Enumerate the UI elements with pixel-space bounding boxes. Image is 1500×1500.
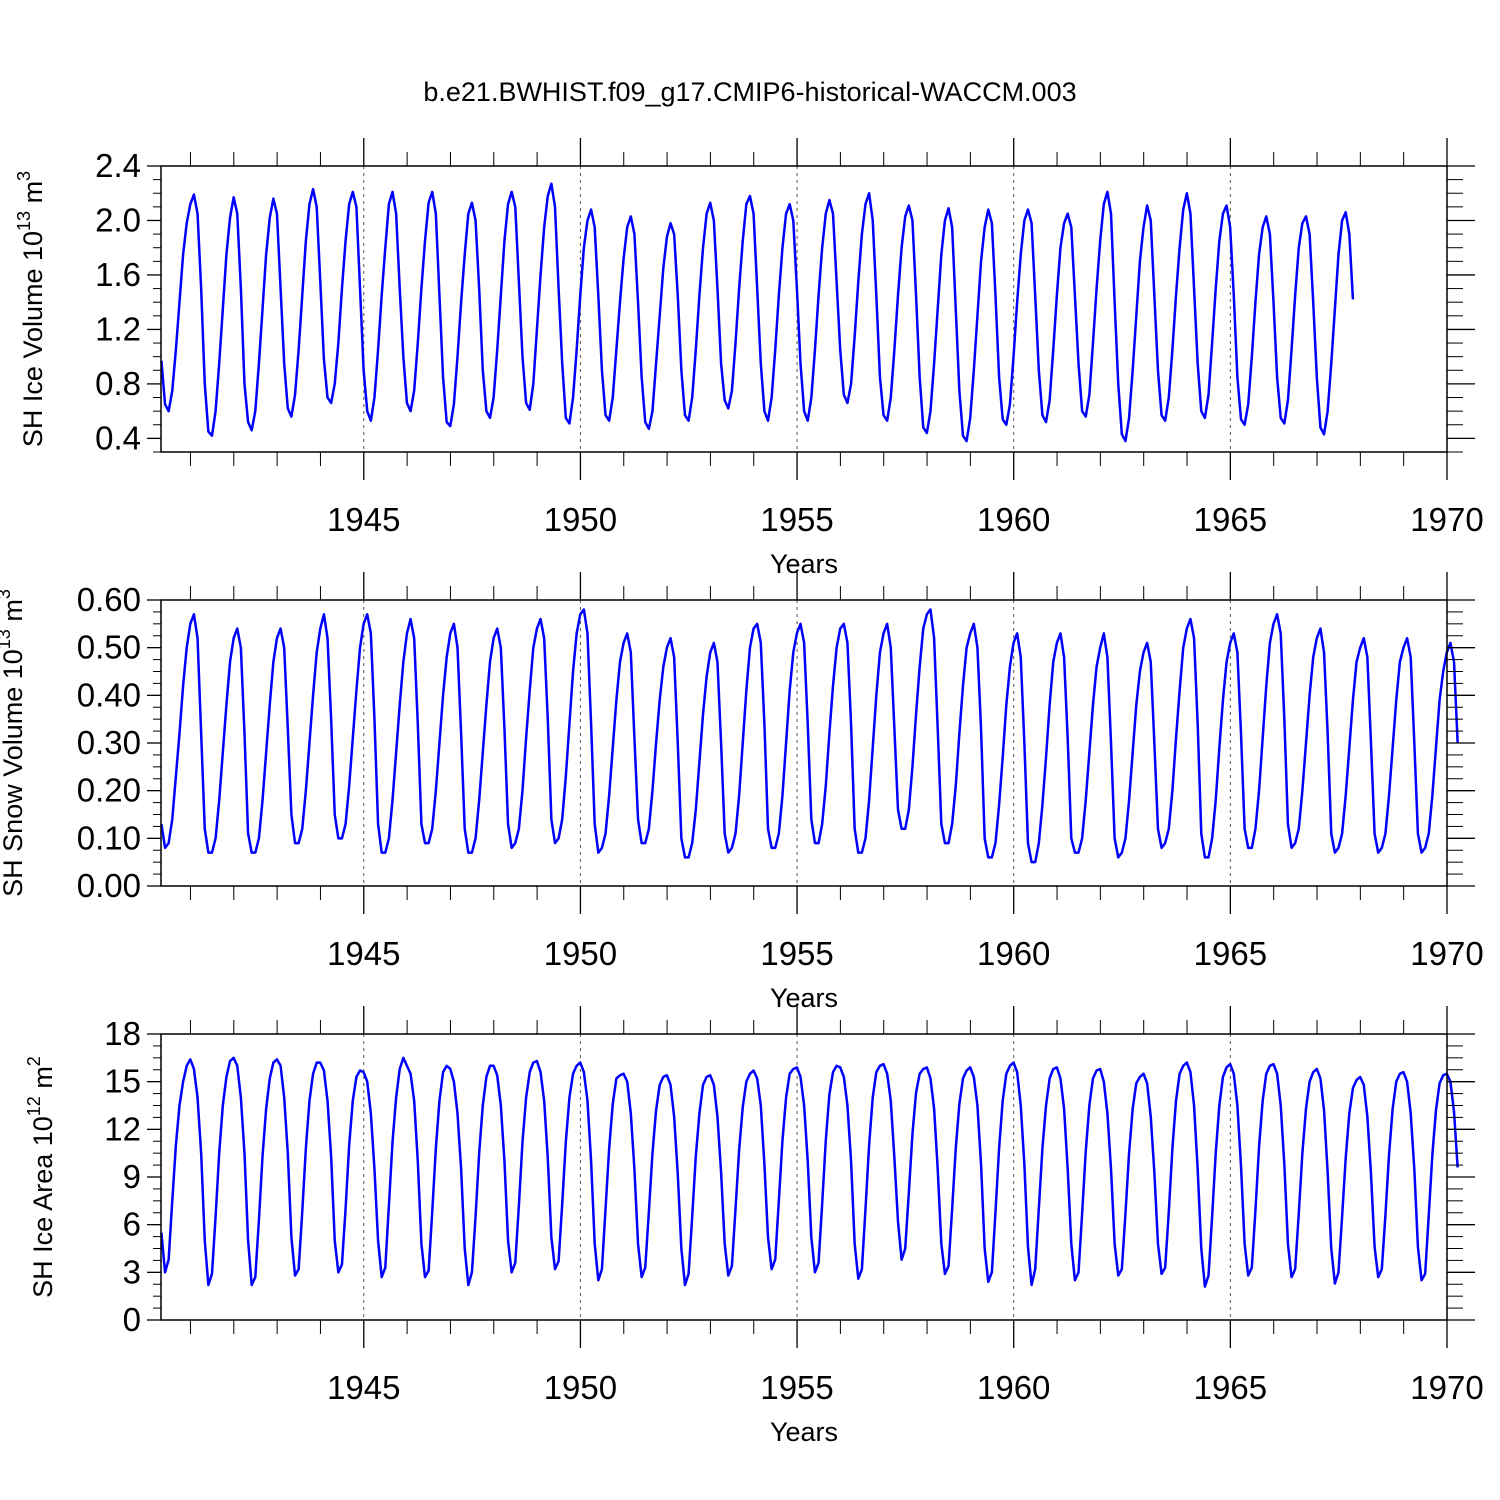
x-axis-label: Years: [770, 983, 838, 1013]
y-tick-label: 0.50: [77, 629, 141, 666]
y-tick-label: 6: [123, 1206, 141, 1243]
x-tick-label: 1970: [1410, 1369, 1483, 1406]
x-tick-label: 1955: [760, 1369, 833, 1406]
plot-frame: [160, 1033, 1448, 1321]
series-line-snow-volume: [160, 608, 1459, 864]
x-tick-label: 1945: [327, 1369, 400, 1406]
x-tick-label: 1955: [760, 501, 833, 538]
x-tick-label: 1960: [977, 1369, 1050, 1406]
x-tick-label: 1945: [327, 935, 400, 972]
y-tick-label: 18: [104, 1015, 141, 1052]
x-tick-label: 1945: [327, 501, 400, 538]
y-tick-label: 15: [104, 1063, 141, 1100]
y-tick-label: 1.6: [95, 256, 141, 293]
y-axis-label: SH Ice Volume 1013 m3: [14, 171, 48, 447]
y-tick-label: 2.4: [95, 147, 141, 184]
x-tick-label: 1960: [977, 935, 1050, 972]
x-tick-label: 1950: [544, 1369, 617, 1406]
x-tick-label: 1960: [977, 501, 1050, 538]
x-axis-label: Years: [770, 549, 838, 579]
y-axis-label: SH Ice Area 1012 m2: [24, 1056, 58, 1298]
x-tick-label: 1970: [1410, 935, 1483, 972]
y-tick-label: 2.0: [95, 201, 141, 238]
chart-panel-ice-volume: 0.4 0.8 1.2 1.6 2.0 2.4 1945 1950 1955 1960 1965 19…: [14, 138, 1484, 579]
y-tick-label: 9: [123, 1158, 141, 1195]
series-line-ice-area: [160, 1056, 1459, 1288]
x-tick-label: 1965: [1194, 1369, 1267, 1406]
chart-panel-snow-volume: 0.00 0.10 0.20 0.30 0.40 0.50 0.60 1945 1950 1955…: [0, 572, 1484, 1013]
y-tick-label: 3: [123, 1253, 141, 1290]
x-tick-label: 1965: [1194, 935, 1267, 972]
y-axis-label: SH Snow Volume 1013 m3: [0, 589, 28, 897]
series-line-ice-volume: [160, 182, 1355, 443]
x-tick-label: 1950: [544, 935, 617, 972]
y-tick-label: 0: [123, 1301, 141, 1338]
y-tick-label: 0.8: [95, 365, 141, 402]
y-tick-label: 0.4: [95, 419, 141, 456]
y-tick-label: 0.10: [77, 819, 141, 856]
figure-title: b.e21.BWHIST.f09_g17.CMIP6-historical-WA…: [423, 77, 1076, 107]
y-tick-label: 0.20: [77, 772, 141, 809]
plot-frame: [160, 165, 1448, 453]
x-tick-label: 1965: [1194, 501, 1267, 538]
x-tick-label: 1970: [1410, 501, 1483, 538]
y-tick-label: 0.00: [77, 867, 141, 904]
chart-panel-ice-area: 0 3 6 9 12 15 18 1945 1950 1955 1960 1965 1970 Years S…: [24, 1006, 1484, 1447]
x-tick-label: 1955: [760, 935, 833, 972]
y-tick-label: 0.60: [77, 581, 141, 618]
y-tick-label: 0.30: [77, 724, 141, 761]
y-tick-label: 1.2: [95, 310, 141, 347]
y-tick-label: 12: [104, 1110, 141, 1147]
y-tick-label: 0.40: [77, 676, 141, 713]
x-axis-label: Years: [770, 1417, 838, 1447]
x-tick-label: 1950: [544, 501, 617, 538]
